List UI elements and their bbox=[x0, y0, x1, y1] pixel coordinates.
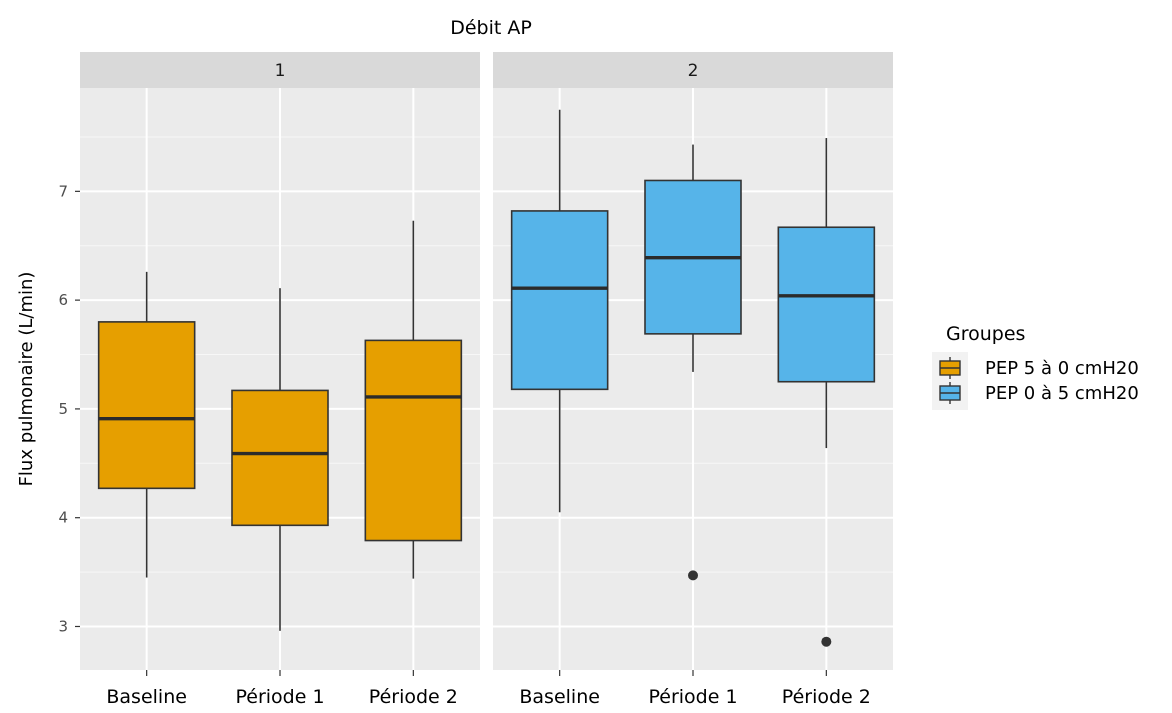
chart-title: Débit AP bbox=[450, 17, 532, 39]
box-iqr bbox=[777, 226, 876, 383]
x-tick-label: Baseline bbox=[106, 686, 187, 708]
facet-panel-2: 2 bbox=[493, 52, 893, 670]
x-tick-label: Période 2 bbox=[782, 686, 871, 708]
facet-strip-label: 1 bbox=[275, 61, 286, 81]
y-axis: 3 4 5 6 7 bbox=[58, 182, 80, 635]
box-baseline bbox=[97, 271, 196, 578]
outlier-point bbox=[821, 636, 832, 647]
box-p-riode-2 bbox=[777, 138, 876, 647]
y-tick-label: 3 bbox=[58, 617, 68, 635]
outlier-point bbox=[688, 570, 698, 581]
box-group bbox=[97, 220, 463, 631]
legend-item: PEP 5 à 0 cmH20 bbox=[939, 357, 1139, 379]
box-iqr bbox=[364, 339, 463, 542]
box-group bbox=[510, 109, 876, 647]
x-tick-label: Période 2 bbox=[369, 686, 458, 708]
legend-item-label: PEP 0 à 5 cmH20 bbox=[985, 383, 1139, 404]
y-axis-label: Flux pulmonaire (L/min) bbox=[16, 272, 37, 487]
box-p-riode-2 bbox=[364, 220, 463, 579]
box-iqr bbox=[510, 210, 609, 391]
box-iqr bbox=[97, 321, 196, 490]
facet-strip bbox=[493, 52, 893, 88]
legend: Groupes PEP 5 à 0 cmH20 PEP 0 à 5 cmH20 bbox=[932, 323, 1139, 410]
y-tick-label: 5 bbox=[58, 400, 68, 418]
x-axis: Baseline Période 1 Période 2 Baseline Périod… bbox=[106, 670, 871, 708]
box-p-riode-1 bbox=[231, 288, 329, 631]
facet-panel-1: 1 bbox=[80, 52, 480, 670]
box-baseline bbox=[510, 109, 609, 513]
x-tick-label: Période 1 bbox=[235, 686, 324, 708]
facet-strip-label: 2 bbox=[688, 61, 699, 81]
y-tick-label: 6 bbox=[58, 291, 68, 309]
x-tick-label: Période 1 bbox=[648, 686, 737, 708]
box-p-riode-1 bbox=[644, 144, 742, 581]
legend-item: PEP 0 à 5 cmH20 bbox=[939, 382, 1139, 404]
legend-title: Groupes bbox=[946, 323, 1025, 345]
y-tick-label: 4 bbox=[58, 509, 68, 527]
legend-item-label: PEP 5 à 0 cmH20 bbox=[985, 358, 1139, 379]
x-tick-label: Baseline bbox=[519, 686, 600, 708]
facet-strip bbox=[80, 52, 480, 88]
box-iqr bbox=[231, 389, 329, 527]
y-tick-label: 7 bbox=[58, 182, 68, 200]
